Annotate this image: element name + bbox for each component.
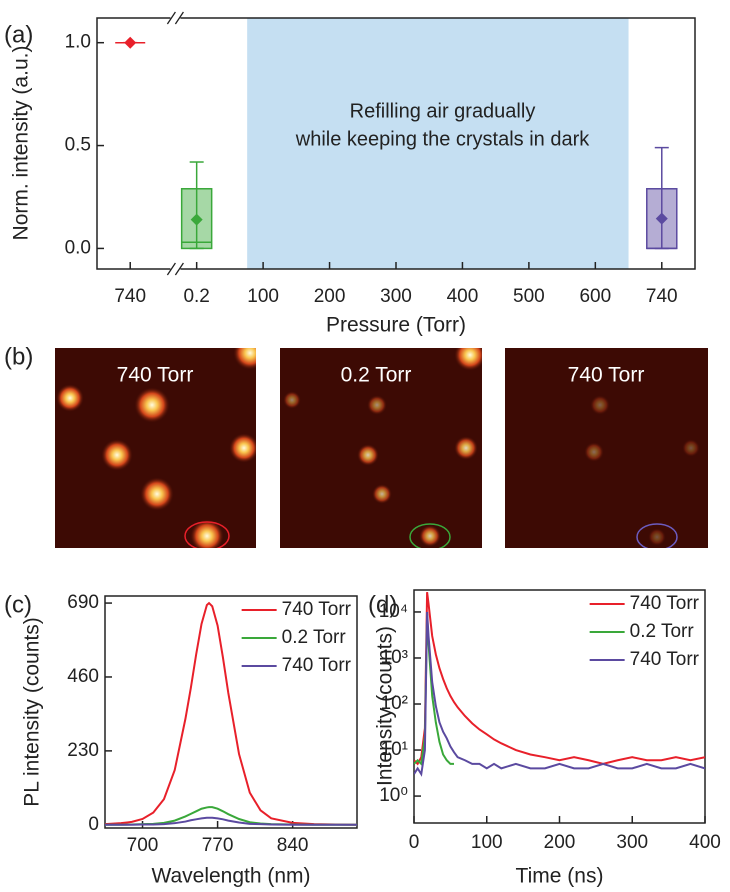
x-tick-label: 100 — [471, 832, 503, 853]
axis-break-mark — [174, 11, 184, 25]
y-tick-label: 10² — [381, 693, 408, 714]
panel-label: (a) — [4, 21, 33, 48]
y-tick-label: 10³ — [381, 647, 408, 668]
y-tick-label: 0 — [88, 814, 99, 835]
y-tick-label: 10¹ — [381, 739, 408, 760]
x-tick-label: 700 — [127, 835, 159, 856]
x-tick-label: 740 — [114, 286, 146, 307]
x-tick-label: 0 — [409, 832, 420, 853]
y-tick-label: 10⁴ — [379, 601, 408, 622]
x-tick-label: 400 — [447, 286, 479, 307]
panel-label: (c) — [4, 591, 32, 618]
shaded-region — [247, 18, 629, 269]
y-tick-label: 460 — [67, 666, 99, 687]
y-tick-label: 10⁰ — [379, 785, 408, 806]
axis-break — [170, 266, 181, 272]
x-tick-label: 0.2 — [183, 286, 209, 307]
series-line — [414, 591, 705, 766]
mean-marker — [190, 213, 203, 226]
panel-label: (b) — [4, 343, 33, 370]
x-tick-label: 200 — [544, 832, 576, 853]
axis-break — [170, 15, 181, 21]
axis-break-mark — [166, 262, 176, 276]
legend-label: 0.2 Torr — [630, 621, 695, 642]
y-tick-label: 0.5 — [65, 135, 91, 156]
image-label: 740 Torr — [568, 364, 645, 387]
y-tick-label: 230 — [67, 740, 99, 761]
annotation: while keeping the crystals in dark — [295, 128, 590, 150]
legend-label: 740 Torr — [282, 655, 352, 676]
panel-label: (d) — [368, 591, 397, 618]
y-axis-title: Intensity (counts) — [374, 626, 397, 786]
chart-panel: 10⁰ 10¹ 10² 10³ 10⁴ 0 100 200 300 400 (d) Time (ns)… — [368, 589, 721, 888]
image-label: 740 Torr — [117, 364, 194, 387]
y-tick-label: 1.0 — [65, 32, 91, 53]
legend-label: 740 Torr — [282, 599, 352, 620]
mean-marker — [655, 212, 668, 225]
y-tick-label: 0.0 — [65, 237, 91, 258]
pl-image: 740 Torr — [55, 348, 256, 548]
y-axis-title: PL intensity (counts) — [21, 617, 44, 806]
pl-image: 0.2 Torr — [280, 348, 482, 548]
legend-label: 0.2 Torr — [282, 627, 347, 648]
x-tick-label: 600 — [579, 286, 611, 307]
image-label: 0.2 Torr — [341, 364, 412, 387]
x-axis-title: Time (ns) — [516, 865, 604, 888]
axis-break-mark — [166, 11, 176, 25]
series-line — [414, 611, 705, 777]
x-tick-label: 300 — [380, 286, 412, 307]
x-tick-label: 770 — [202, 835, 234, 856]
x-axis-title: Pressure (Torr) — [326, 314, 466, 337]
series-line — [105, 816, 357, 826]
legend-label: 740 Torr — [630, 649, 700, 670]
x-tick-label: 200 — [314, 286, 346, 307]
pl-image: 740 Torr — [505, 348, 708, 548]
axis-break-mark — [174, 262, 184, 276]
annotation: Refilling air gradually — [350, 100, 536, 122]
x-tick-label: 840 — [277, 835, 309, 856]
legend-label: 740 Torr — [630, 593, 700, 614]
series-line — [414, 614, 455, 767]
x-tick-label: 500 — [513, 286, 545, 307]
mean-marker — [124, 36, 137, 49]
x-tick-label: 100 — [247, 286, 279, 307]
x-axis-title: Wavelength (nm) — [151, 865, 310, 888]
chart-panel: 0 230 460 690 700 770 840 (c) Wavelength (nm) PL … — [4, 591, 358, 888]
x-tick-label: 300 — [616, 832, 648, 853]
chart-panel: Refilling air gradually while keeping the… — [4, 11, 696, 337]
series-line — [105, 601, 357, 826]
plot-frame — [104, 595, 358, 829]
x-tick-label: 400 — [689, 832, 721, 853]
y-tick-label: 690 — [67, 592, 99, 613]
x-tick-label: 740 — [646, 286, 678, 307]
y-axis-title: Norm. intensity (a.u.) — [10, 46, 33, 241]
